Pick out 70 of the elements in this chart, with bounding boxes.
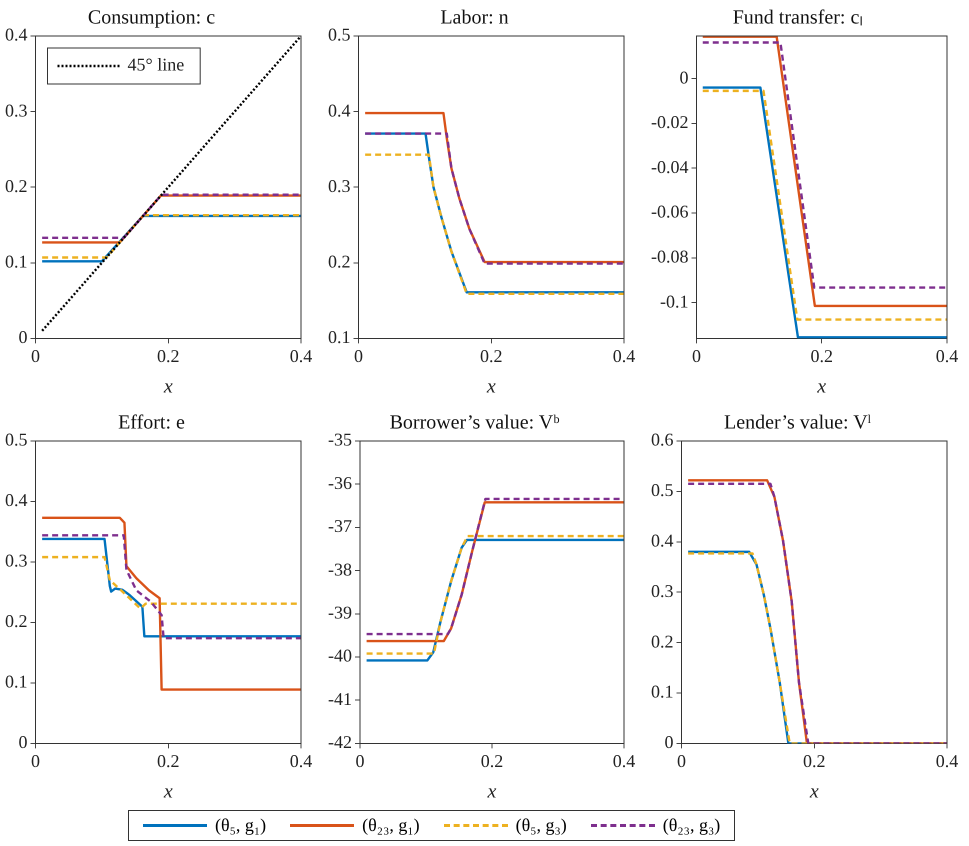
y-tick-label: 0.2 [5, 611, 28, 632]
x-tick-label: 0 [692, 346, 701, 366]
x-tick-label: 0 [31, 346, 40, 366]
y-tick-label: -39 [328, 602, 352, 623]
y-tick-label: 0.4 [5, 490, 28, 510]
legend-label: (θ₅, g₁) [215, 815, 266, 836]
y-tick-label: 0.1 [328, 327, 350, 348]
x-tick-label: 0.4 [936, 346, 958, 366]
x-axis-title: x [162, 375, 173, 398]
chart-title: Consumption: c [88, 6, 216, 28]
y-tick-label: -42 [328, 732, 352, 752]
legend-label: (θ₅, g₃) [516, 815, 567, 836]
x-tick-label: 0 [31, 750, 40, 771]
legend-label: (θ₂₃, g₁) [362, 815, 420, 836]
x-tick-label: 0.4 [290, 346, 312, 366]
y-tick-label: 0 [18, 732, 28, 752]
y-tick-label: 0 [18, 327, 28, 348]
y-tick-label: 0.3 [5, 550, 28, 571]
chart-title: Borrower’s value: Vᵇ [390, 411, 560, 434]
y-tick-label: -36 [328, 472, 352, 493]
y-tick-label: -41 [328, 688, 352, 709]
y-tick-label: 0.6 [651, 430, 674, 450]
y-tick-label: -38 [328, 559, 352, 580]
chart-title: Labor: n [440, 6, 509, 28]
y-tick-label: 0 [664, 732, 674, 752]
y-tick-label: -0.08 [650, 246, 688, 266]
x-tick-label: 0 [355, 750, 364, 771]
y-tick-label: 0.3 [328, 176, 350, 196]
y-tick-label: 0.2 [5, 176, 28, 196]
y-tick-label: 0.5 [328, 24, 350, 45]
y-tick-label: 0.4 [328, 100, 350, 120]
x-axis-title: x [162, 780, 173, 802]
chart-title: Fund transfer: cₗ [732, 6, 862, 28]
chart-title: Lender’s value: Vˡ [724, 411, 872, 434]
y-tick-label: 0.3 [651, 580, 674, 601]
x-tick-label: 0.4 [290, 750, 312, 771]
y-tick-label: -40 [328, 646, 352, 666]
y-tick-label: 0.5 [651, 480, 674, 500]
y-tick-label: -0.06 [650, 202, 688, 222]
y-tick-label: 0.1 [651, 682, 674, 702]
y-tick-label: 0.4 [5, 24, 28, 45]
y-tick-label: 0 [679, 67, 688, 88]
x-axis-title: x [808, 780, 819, 802]
x-tick-label: 0.2 [157, 750, 180, 771]
x-tick-label: 0.2 [810, 346, 833, 366]
x-tick-label: 0.2 [480, 750, 504, 771]
x-tick-label: 0.4 [612, 346, 636, 366]
y-tick-label: -0.02 [650, 112, 688, 132]
y-tick-label: -0.04 [650, 156, 688, 177]
y-tick-label: -37 [328, 516, 352, 536]
y-tick-label: -0.1 [660, 291, 688, 312]
y-tick-label: 0.2 [651, 631, 674, 652]
x-tick-label: 0.4 [936, 750, 958, 771]
x-tick-label: 0.2 [480, 346, 502, 366]
y-tick-label: 0.3 [5, 100, 28, 120]
y-tick-label: -35 [328, 430, 352, 450]
x-tick-label: 0.4 [612, 750, 636, 771]
x-tick-label: 0.2 [157, 346, 180, 366]
legend-label: 45° line [128, 54, 184, 75]
y-tick-label: 0.1 [5, 672, 28, 692]
x-axis-title: x [486, 780, 497, 802]
y-tick-label: 0.4 [651, 530, 674, 551]
y-tick-label: 0.2 [328, 252, 350, 272]
chart-title: Effort: e [118, 411, 186, 434]
y-tick-label: 0.1 [5, 252, 28, 272]
x-axis-title: x [816, 375, 826, 398]
x-tick-label: 0.2 [803, 750, 826, 771]
legend-label: (θ₂₃, g₃) [662, 815, 720, 836]
x-axis-title: x [486, 375, 496, 398]
y-tick-label: 0.5 [5, 430, 28, 450]
